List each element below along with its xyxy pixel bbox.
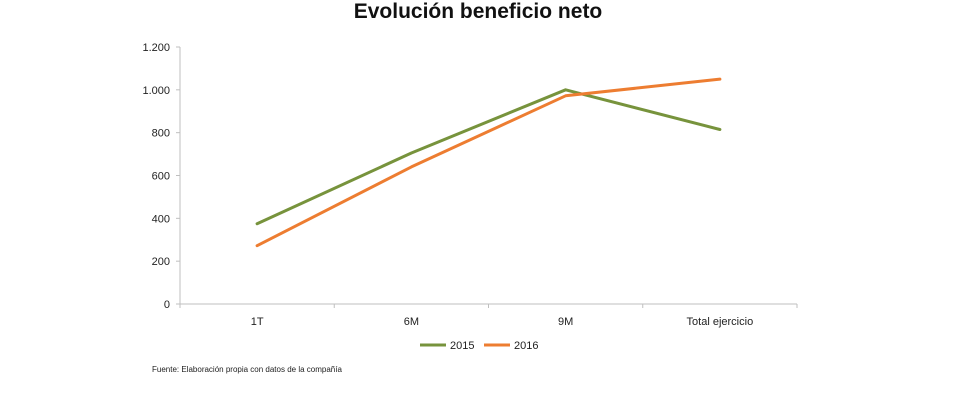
series-line-2015: [255, 88, 722, 226]
legend-label-2015: 2015: [450, 340, 474, 352]
x-tick-label: 6M: [404, 316, 419, 328]
plot-area: 0 200 400 600 800 1.000 1.200 1T 6M 9M Total ejerc…: [142, 42, 798, 328]
y-tick-label: 400: [152, 213, 170, 225]
y-tick-label: 800: [152, 128, 170, 140]
legend: 2015 2016: [420, 340, 538, 352]
y-tick-label: 1.200: [142, 42, 170, 54]
y-tick-label: 200: [152, 256, 170, 268]
y-tick-label: 600: [152, 171, 170, 183]
x-tick-label: 9M: [558, 316, 573, 328]
source-note: Fuente: Elaboración propia con datos de …: [152, 365, 342, 374]
series-line-2016: [255, 77, 722, 248]
y-tick-label: 0: [164, 299, 170, 311]
x-tick-label: Total ejercicio: [687, 316, 754, 328]
legend-label-2016: 2016: [514, 340, 538, 352]
x-tick-label: 1T: [251, 316, 264, 328]
y-tick-label: 1.000: [142, 85, 170, 97]
chart-title: Evolución beneficio neto: [354, 0, 603, 23]
